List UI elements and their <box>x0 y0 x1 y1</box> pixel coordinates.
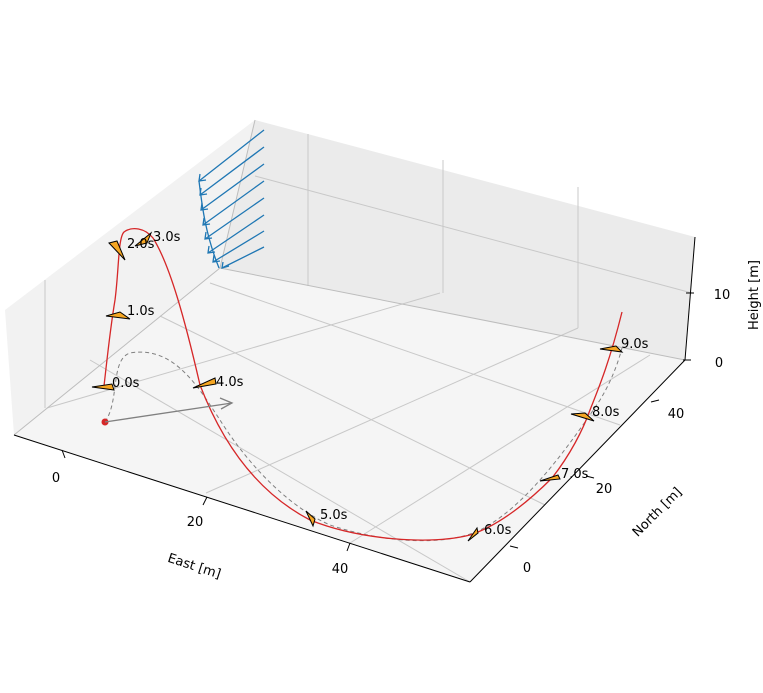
aircraft-marker-3s <box>134 231 153 247</box>
aircraft-marker-6s <box>467 526 479 542</box>
wind-arrowhead <box>198 173 207 182</box>
wind-arrowhead <box>204 231 213 240</box>
time-label-5s: 5.0s <box>320 508 348 523</box>
wind-arrow <box>221 246 265 269</box>
wind-arrow <box>204 197 265 240</box>
gridlines <box>44 134 693 583</box>
time-label-4s: 4.0s <box>216 375 244 390</box>
y-tick-40: 40 <box>668 407 685 422</box>
x-tick-0: 0 <box>52 471 60 486</box>
wind-arrowhead <box>207 245 216 254</box>
time-label-8s: 8.0s <box>592 405 620 420</box>
aircraft-marker-7s <box>539 474 561 482</box>
pane-edges <box>13 119 686 436</box>
wind-arrow <box>207 214 265 254</box>
z-axis-label: Height [m] <box>747 260 762 330</box>
x-tick-40: 40 <box>332 562 349 577</box>
back-pane-left <box>5 120 255 435</box>
aircraft-marker-1s <box>105 311 131 320</box>
wind-profile-curve <box>198 180 220 269</box>
aircraft-marker-0s <box>91 383 115 391</box>
y-axis-label: North [m] <box>630 485 685 540</box>
time-label-6s: 6.0s <box>484 523 512 538</box>
x-axis-label: East [m] <box>166 551 223 582</box>
wind-arrowhead <box>221 261 230 269</box>
time-label-1s: 1.0s <box>127 304 155 319</box>
wind-arrowhead <box>202 217 211 226</box>
aircraft-marker-2s <box>108 240 126 261</box>
wind-arrow <box>212 230 265 263</box>
time-label-9s: 9.0s <box>621 337 649 352</box>
time-label-0s: 0.0s <box>112 376 140 391</box>
aircraft-marker-4s <box>192 377 217 389</box>
aircraft-marker-5s <box>305 510 316 528</box>
wind-arrowhead <box>212 254 221 263</box>
aircraft-marker-9s <box>599 345 624 353</box>
time-label-2s: 2.0s <box>127 237 155 252</box>
wind-arrowhead <box>200 202 209 211</box>
aircraft-marker-8s <box>570 412 595 422</box>
wind-arrow <box>202 180 265 226</box>
wind-arrow <box>198 129 265 182</box>
axis-ticks <box>61 292 694 552</box>
aircraft-markers <box>91 231 624 542</box>
wind-arrow <box>200 163 265 211</box>
time-label-3s: 3.0s <box>153 230 181 245</box>
y-tick-0: 0 <box>523 561 531 576</box>
x-tick-20: 20 <box>187 515 204 530</box>
axis-lines <box>13 236 696 583</box>
back-pane-right <box>220 120 695 360</box>
y-tick-20: 20 <box>596 482 613 497</box>
time-label-7s: 7.0s <box>561 467 589 482</box>
direction-arrow <box>104 397 234 423</box>
wind-profile <box>198 129 265 269</box>
wind-arrowhead <box>199 187 208 196</box>
z-tick-0: 0 <box>715 356 723 371</box>
z-tick-10: 10 <box>714 288 731 303</box>
wind-arrow <box>199 146 265 196</box>
flight-path <box>103 227 623 541</box>
